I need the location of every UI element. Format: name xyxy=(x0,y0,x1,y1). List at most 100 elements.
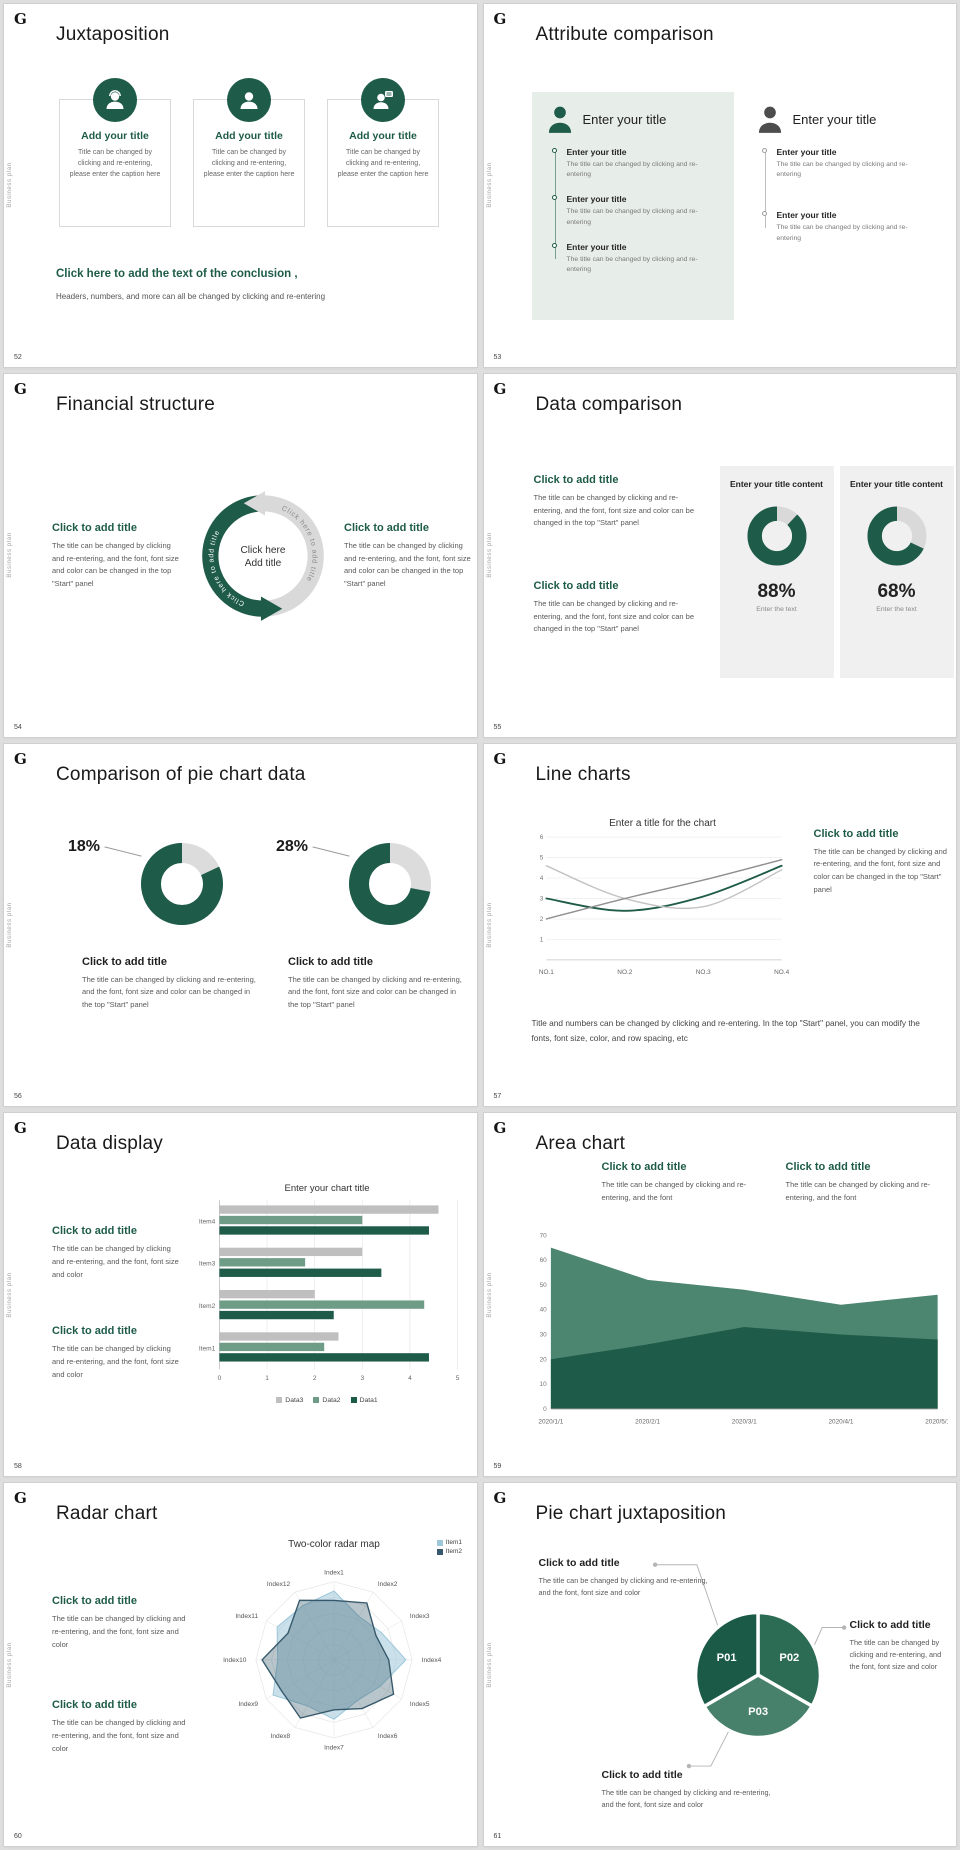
timeline-node-icon xyxy=(551,195,557,201)
block-body: The title can be changed by clicking and… xyxy=(82,974,256,1010)
block-body: The title can be changed by clicking and… xyxy=(813,846,947,894)
slide-57-line-charts[interactable]: G Business plan Line charts Enter a titl… xyxy=(483,743,956,1107)
svg-text:Index10: Index10 xyxy=(223,1657,247,1664)
svg-text:Index11: Index11 xyxy=(235,1613,258,1620)
operator-person-icon xyxy=(93,78,137,122)
card-caption: Enter the text xyxy=(876,605,917,613)
arrow-head-icon xyxy=(260,596,283,621)
block-title: Click to add title xyxy=(533,579,619,592)
callout-title: Click to add title xyxy=(538,1557,620,1570)
slide-number: 54 xyxy=(14,723,22,731)
comparison-panel-left: Enter your title Enter your title The ti… xyxy=(531,92,734,320)
slide-number: 52 xyxy=(14,353,22,361)
slide-54-financial-structure[interactable]: G Business plan Financial structure Clic… xyxy=(4,373,477,737)
block-title: Click to add title xyxy=(52,1325,137,1338)
svg-text:Index12: Index12 xyxy=(267,1581,291,1588)
business-plan-vertical-label: Business plan xyxy=(486,902,493,948)
svg-text:Item1: Item1 xyxy=(199,1346,216,1353)
timeline-item-title: Enter your title xyxy=(566,147,627,157)
slide-53-attribute-comparison[interactable]: G Business plan Attribute comparison Ent… xyxy=(483,4,956,367)
chart-title: Enter your chart title xyxy=(284,1183,370,1195)
slide-55-data-comparison[interactable]: G Business plan Data comparison Click to… xyxy=(483,373,956,737)
center-label-line2: Add title xyxy=(245,558,282,569)
slide-number: 53 xyxy=(493,353,502,361)
svg-text:4: 4 xyxy=(408,1375,412,1382)
callout-connectors xyxy=(652,1562,846,1769)
block-body: The title can be changed by clicking and… xyxy=(601,1180,747,1203)
business-plan-vertical-label: Business plan xyxy=(7,902,13,948)
svg-text:2020/1/1: 2020/1/1 xyxy=(538,1419,563,1426)
svg-text:2020/2/1: 2020/2/1 xyxy=(635,1419,660,1426)
block-body: The title can be changed by clicking and… xyxy=(785,1180,931,1203)
slide-title: Comparison of pie chart data xyxy=(56,763,306,785)
feature-card[interactable]: Add your title Title can be changed by c… xyxy=(327,78,439,227)
bar-chart: 0 1 2 3 4 5 Item1 Item2 Item3 Item4 xyxy=(199,1200,460,1382)
block-title: Click to add title xyxy=(52,1699,137,1712)
feature-cards: Add your title Title can be changed by c… xyxy=(59,78,439,227)
text-block: Click to add title The title can be chan… xyxy=(786,1161,946,1205)
slide-61-pie-juxtaposition[interactable]: G Business plan Pie chart juxtaposition … xyxy=(483,1483,956,1846)
donut-chart-88 xyxy=(746,506,807,566)
svg-text:40: 40 xyxy=(539,1307,547,1314)
slide-59-area-chart[interactable]: G Business plan Area chart Click to add … xyxy=(483,1113,956,1477)
person-icon xyxy=(227,78,271,122)
slide-number: 56 xyxy=(14,1093,22,1101)
center-label-line1: Click here xyxy=(240,545,285,556)
conclusion-body: Headers, numbers, and more can all be ch… xyxy=(56,292,326,301)
timeline-item: Enter your title The title can be change… xyxy=(761,210,930,243)
svg-text:10: 10 xyxy=(539,1382,547,1389)
svg-text:NO.2: NO.2 xyxy=(617,969,632,976)
timeline-item-body: The title can be changed by clicking and… xyxy=(566,208,698,226)
slide-number: 60 xyxy=(14,1832,22,1840)
slide-58-data-display[interactable]: G Business plan Data display Click to ad… xyxy=(4,1113,477,1477)
slide-52-juxtaposition[interactable]: G Business plan Juxtaposition Add your t… xyxy=(4,4,477,367)
timeline-item-body: The title can be changed by clicking and… xyxy=(566,255,698,273)
brand-logo-icon: G xyxy=(493,379,507,398)
svg-text:Item3: Item3 xyxy=(199,1261,216,1268)
block-title: Click to add title xyxy=(601,1161,687,1174)
chart-title: Two-color radar map xyxy=(288,1539,380,1551)
brand-logo-icon: G xyxy=(14,1489,27,1508)
feature-card[interactable]: Add your title Title can be changed by c… xyxy=(59,78,171,227)
timeline-item: Enter your title The title can be change… xyxy=(551,194,720,227)
line-chart-block: Enter a title for the chart 1 2 3 4 5 6 NO.1 NO… xyxy=(530,818,796,984)
block-title: Click to add title xyxy=(344,521,429,534)
text-block: Click to add title The title can be chan… xyxy=(52,1325,180,1381)
slide-60-radar-chart[interactable]: G Business plan Radar chart Click to add… xyxy=(4,1483,477,1846)
slide-56-pie-comparison[interactable]: G Business plan Comparison of pie chart … xyxy=(4,743,477,1107)
svg-text:Index6: Index6 xyxy=(378,1733,398,1740)
business-plan-vertical-label: Business plan xyxy=(486,162,493,208)
brand-logo-icon: G xyxy=(493,749,507,768)
slide-title: Line charts xyxy=(535,763,631,785)
svg-text:4: 4 xyxy=(539,875,543,882)
slide-title: Radar chart xyxy=(56,1503,158,1525)
svg-text:2020/3/1: 2020/3/1 xyxy=(731,1419,756,1426)
svg-text:1: 1 xyxy=(265,1375,269,1382)
timeline-item-title: Enter your title xyxy=(566,241,627,252)
block-title: Click to add title xyxy=(785,1161,871,1174)
svg-text:3: 3 xyxy=(360,1375,364,1382)
text-block: Click to add title The title can be chan… xyxy=(602,1161,762,1205)
timeline-node-icon xyxy=(551,242,557,248)
block-body: The title can be changed by clicking and… xyxy=(52,1244,179,1279)
cycle-arc-green xyxy=(202,494,264,617)
svg-text:1: 1 xyxy=(539,936,543,943)
block-title: Click to add title xyxy=(533,473,619,486)
block-body: The title can be changed by clicking and… xyxy=(533,598,695,634)
brand-logo-icon: G xyxy=(14,379,27,398)
slide-number: 57 xyxy=(493,1093,502,1101)
timeline-item-title: Enter your title xyxy=(776,147,837,157)
svg-text:0: 0 xyxy=(543,1406,547,1413)
callout: Click to add title The title can be chan… xyxy=(539,1557,709,1599)
feature-card[interactable]: Add your title Title can be changed by c… xyxy=(193,78,305,227)
block-body: The title can be changed by clicking and… xyxy=(52,1718,186,1753)
card-title: Add your title xyxy=(81,130,149,142)
slide-number: 55 xyxy=(493,723,502,731)
timeline-node-icon xyxy=(551,148,557,153)
timeline-item-title: Enter your title xyxy=(776,210,837,221)
chart-legend: Data3 Data2 Data1 xyxy=(186,1397,468,1404)
svg-text:20: 20 xyxy=(539,1357,547,1364)
slide-number: 59 xyxy=(493,1463,502,1471)
timeline-item: Enter your title The title can be change… xyxy=(551,147,720,180)
timeline-item-body: The title can be changed by clicking and… xyxy=(776,161,908,179)
